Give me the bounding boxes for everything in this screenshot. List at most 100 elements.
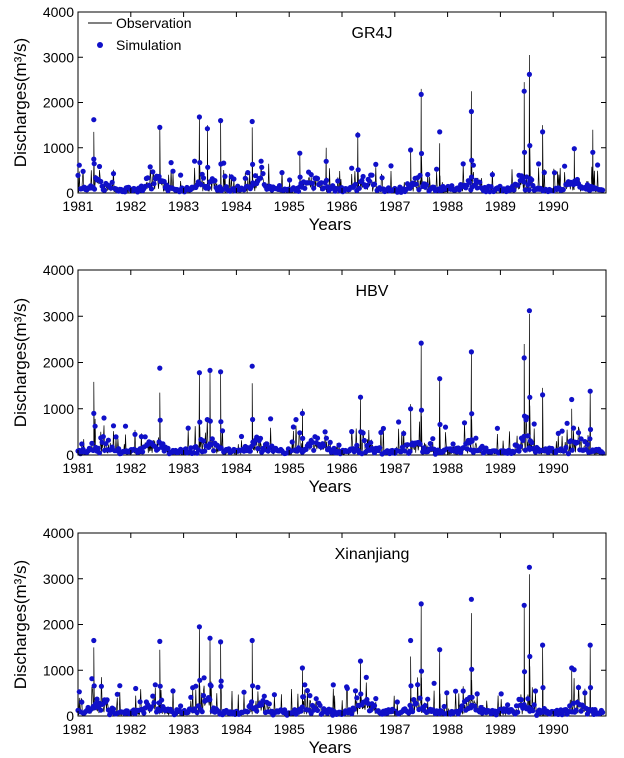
simulation-point bbox=[364, 442, 370, 449]
simulation-point bbox=[488, 184, 494, 190]
simulation-point bbox=[207, 635, 213, 641]
simulation-point bbox=[231, 176, 237, 182]
simulation-point bbox=[369, 172, 375, 178]
legend: Observation Simulation bbox=[88, 15, 191, 53]
simulation-point bbox=[266, 701, 272, 707]
x-tick-label: 1981 bbox=[62, 460, 93, 476]
simulation-point bbox=[574, 439, 580, 445]
simulation-point bbox=[371, 181, 378, 187]
simulation-point bbox=[218, 678, 224, 684]
y-axis-label: Discharges(m³/s) bbox=[11, 38, 30, 167]
simulation-point bbox=[527, 143, 533, 149]
simulation-point bbox=[527, 394, 533, 400]
simulation-point bbox=[157, 683, 163, 689]
simulation-point bbox=[524, 414, 530, 420]
simulation-point bbox=[418, 150, 425, 157]
simulation-point bbox=[474, 185, 480, 191]
simulation-point bbox=[221, 160, 227, 166]
simulation-point bbox=[487, 189, 493, 195]
simulation-point bbox=[218, 683, 224, 690]
simulation-point bbox=[361, 437, 367, 444]
simulation-point bbox=[526, 308, 533, 314]
simulation-point bbox=[517, 444, 523, 450]
simulation-point bbox=[526, 71, 533, 77]
y-tick-label: 4000 bbox=[43, 4, 74, 20]
simulation-point bbox=[453, 688, 459, 694]
simulation-point bbox=[477, 179, 483, 185]
simulation-point bbox=[170, 688, 176, 694]
simulation-point bbox=[245, 709, 251, 715]
simulation-point bbox=[569, 447, 575, 453]
simulation-point bbox=[197, 419, 203, 425]
simulation-point bbox=[109, 179, 115, 185]
simulation-point bbox=[408, 683, 414, 689]
simulation-point bbox=[525, 696, 531, 702]
simulation-point bbox=[425, 696, 431, 702]
simulation-point bbox=[574, 176, 580, 183]
simulation-point bbox=[349, 429, 355, 435]
simulation-point bbox=[297, 430, 303, 436]
simulation-point bbox=[195, 703, 201, 709]
simulation-point bbox=[79, 699, 85, 705]
simulation-point bbox=[122, 189, 128, 195]
simulation-point bbox=[255, 684, 261, 690]
x-axis-label: Years bbox=[309, 477, 352, 496]
simulation-point bbox=[355, 132, 361, 138]
simulation-point bbox=[327, 439, 333, 445]
simulation-point bbox=[249, 118, 255, 125]
simulation-point bbox=[511, 187, 517, 193]
panel-title: GR4J bbox=[352, 25, 393, 42]
simulation-point bbox=[408, 637, 414, 644]
simulation-point bbox=[289, 439, 295, 445]
simulation-point bbox=[437, 376, 443, 382]
simulation-point bbox=[526, 564, 533, 570]
simulation-point bbox=[200, 692, 207, 699]
simulation-point bbox=[302, 682, 308, 688]
simulation-point bbox=[584, 441, 591, 447]
simulation-point bbox=[151, 181, 157, 187]
simulation-point bbox=[540, 129, 546, 135]
simulation-point bbox=[413, 700, 419, 707]
simulation-point bbox=[257, 175, 264, 181]
y-tick-label: 4000 bbox=[43, 525, 74, 541]
simulation-point bbox=[365, 700, 371, 707]
x-tick-label: 1990 bbox=[538, 460, 569, 476]
simulation-point bbox=[355, 167, 361, 173]
simulation-point bbox=[114, 691, 120, 697]
simulation-point bbox=[311, 185, 317, 191]
simulation-point bbox=[122, 423, 129, 429]
simulation-point bbox=[322, 429, 328, 435]
x-tick-label: 1990 bbox=[538, 721, 569, 737]
y-tick-label: 4000 bbox=[43, 262, 74, 278]
simulation-point bbox=[142, 434, 148, 440]
simulation-point bbox=[368, 440, 374, 446]
simulation-point bbox=[527, 653, 533, 660]
simulation-point bbox=[76, 162, 82, 168]
simulation-point bbox=[299, 665, 305, 671]
simulation-point bbox=[110, 706, 117, 712]
simulation-point bbox=[529, 440, 535, 446]
simulation-point bbox=[437, 647, 443, 653]
simulation-point bbox=[473, 435, 479, 441]
simulation-point bbox=[450, 441, 456, 447]
y-tick-label: 3000 bbox=[43, 49, 74, 65]
simulation-point bbox=[560, 187, 566, 193]
simulation-point bbox=[311, 447, 317, 453]
simulation-point bbox=[377, 445, 383, 451]
y-tick-label: 0 bbox=[66, 185, 74, 201]
simulation-point bbox=[241, 689, 247, 695]
simulation-point bbox=[587, 388, 593, 394]
simulation-point bbox=[587, 685, 594, 691]
simulation-point bbox=[515, 709, 521, 715]
simulation-point bbox=[423, 182, 430, 188]
x-tick-label: 1988 bbox=[432, 198, 463, 214]
simulation-point bbox=[317, 702, 323, 708]
simulation-point bbox=[360, 173, 366, 180]
simulation-point bbox=[197, 677, 203, 683]
simulation-point bbox=[218, 445, 224, 451]
simulation-point bbox=[373, 696, 379, 702]
simulation-point bbox=[380, 425, 386, 432]
simulation-point bbox=[357, 394, 364, 400]
y-axis-label: Discharges(m³/s) bbox=[11, 298, 30, 427]
